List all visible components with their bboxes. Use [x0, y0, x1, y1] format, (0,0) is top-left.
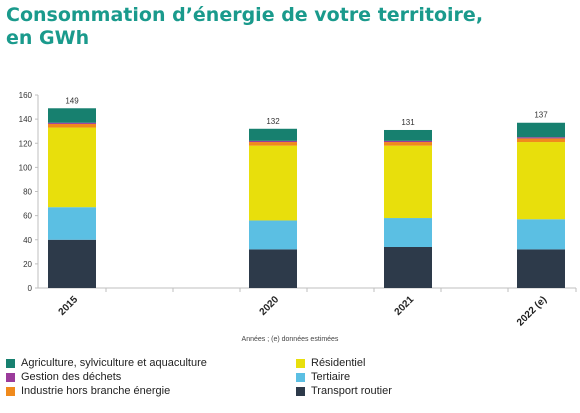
bar-segment [384, 140, 432, 143]
chart-title-line2: en GWh [6, 27, 90, 49]
legend-item: Résidentiel [296, 357, 365, 369]
legend-swatch [296, 372, 305, 382]
legend-label: Résidentiel [311, 357, 366, 369]
legend-swatch [6, 372, 15, 382]
bar-segment [517, 122, 565, 138]
legend-label: Industrie hors branche énergie [21, 385, 171, 397]
x-category-label: 2022 (e) [515, 294, 549, 328]
legend-item: Transport routier [296, 385, 392, 397]
bar-segment [48, 239, 96, 288]
bar-segment [48, 207, 96, 240]
bar-segment [384, 218, 432, 247]
y-tick-label: 40 [23, 236, 32, 245]
legend-swatch [296, 386, 305, 396]
y-tick-label: 60 [23, 212, 32, 221]
bar-segment [48, 108, 96, 123]
bar-segment [517, 138, 565, 143]
y-tick-label: 20 [23, 260, 32, 269]
bar-segment [48, 123, 96, 128]
legend-item: Agriculture, sylviculture et aquaculture [6, 357, 207, 369]
y-tick-label: 0 [28, 284, 33, 293]
bar-segment [517, 137, 565, 139]
y-tick-label: 140 [19, 115, 33, 124]
legend-swatch [6, 358, 15, 368]
bar-segment [384, 246, 432, 288]
legend-item: Gestion des déchets [6, 371, 121, 383]
bar-segment [384, 142, 432, 146]
bar-segment [48, 127, 96, 208]
bar-segment [517, 142, 565, 220]
bar-segment [48, 122, 96, 124]
legend-label: Agriculture, sylviculture et aquaculture [21, 357, 207, 369]
bar-segment [517, 219, 565, 250]
legend-item: Tertiaire [296, 371, 350, 383]
bar-segment [249, 142, 297, 146]
legend-label: Tertiaire [311, 371, 351, 383]
bar-segment [384, 129, 432, 141]
x-category-label: 2021 [393, 294, 417, 318]
bar-segment [384, 145, 432, 219]
bar-total-label: 132 [266, 117, 280, 126]
chart-title-line1: Consommation d’énergie de votre territoi… [6, 4, 484, 26]
bar-segment [249, 140, 297, 143]
y-tick-label: 100 [19, 163, 33, 172]
x-axis-caption: Années ; (e) données estimées [241, 336, 339, 343]
x-category-label: 2015 [57, 294, 81, 318]
chart-title: Consommation d’énergie de votre territoi… [6, 4, 566, 50]
bar-total-label: 149 [65, 96, 79, 105]
legend-label: Gestion des déchets [21, 371, 122, 383]
bar-segment [249, 220, 297, 250]
y-tick-label: 160 [19, 91, 33, 100]
y-tick-label: 80 [23, 188, 32, 197]
y-tick-label: 120 [19, 139, 33, 148]
bar-segment [249, 145, 297, 221]
bar-total-label: 131 [401, 118, 415, 127]
bar-segment [249, 249, 297, 288]
x-category-label: 2020 [258, 294, 282, 318]
legend-swatch [296, 358, 305, 368]
legend-item: Industrie hors branche énergie [6, 385, 170, 397]
bar-total-label: 137 [534, 111, 548, 120]
legend-label: Transport routier [311, 385, 392, 397]
legend-swatch [6, 386, 15, 396]
bar-segment [249, 128, 297, 141]
bar-segment [517, 249, 565, 288]
